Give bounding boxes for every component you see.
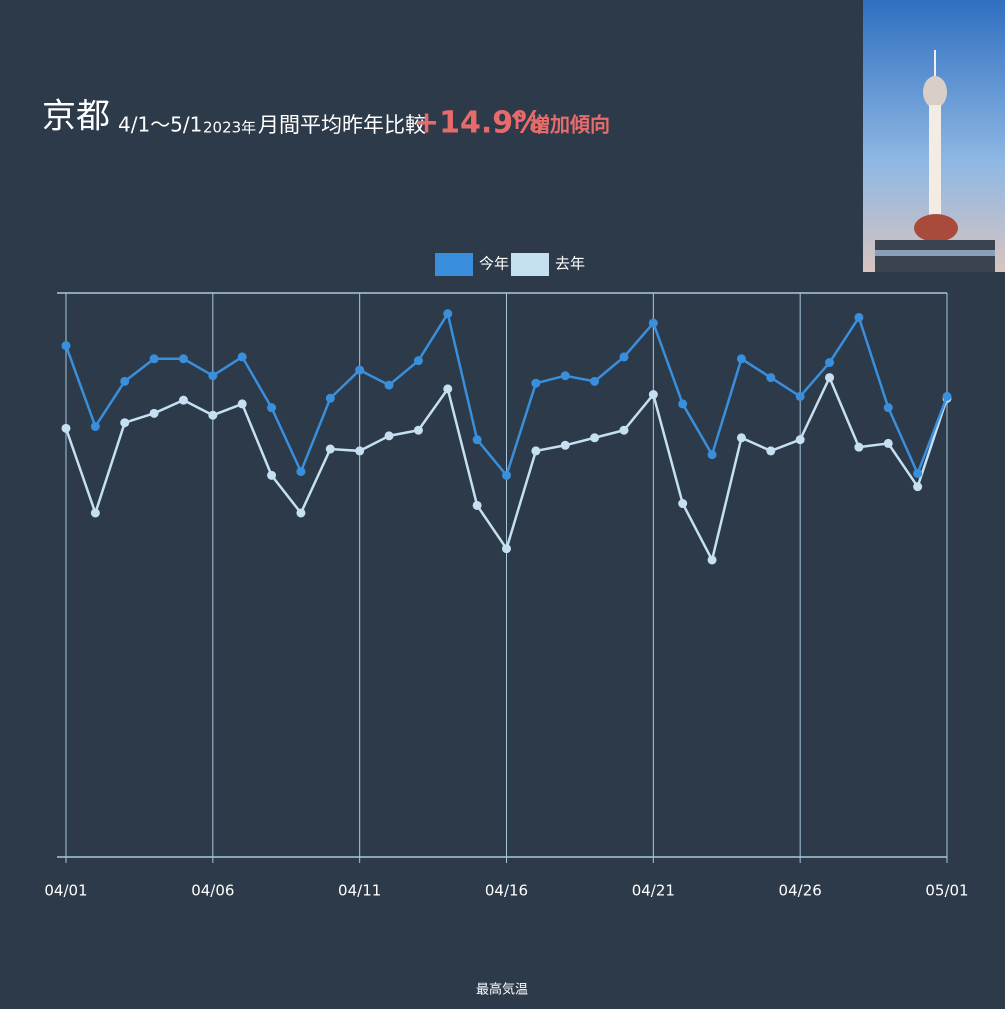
data-point [913,468,923,478]
data-point [355,365,365,375]
data-point [707,450,717,460]
data-point [678,499,688,509]
x-tick-label: 04/16 [485,882,528,900]
data-point [296,508,306,518]
period: 4/1～5/1 [118,113,202,137]
data-point [825,373,835,383]
data-point [149,408,159,418]
data-point [61,423,71,433]
data-point [854,442,864,452]
x-tick-label: 04/11 [338,882,381,900]
tower-photo [863,0,1005,272]
data-point [120,376,130,386]
legend-label: 今年 [479,255,509,273]
data-point [208,371,218,381]
data-point [502,544,511,554]
arrow: ↑ [507,107,527,135]
data-point [590,433,600,443]
data-point [736,354,746,364]
data-point [267,470,277,480]
data-point [795,391,805,401]
data-point [795,435,805,445]
data-point [149,354,159,364]
data-point [854,312,864,322]
data-point [472,435,482,445]
data-point [913,482,923,492]
data-point [766,373,776,383]
data-point [413,356,423,366]
data-point [237,352,247,362]
year: 2023年 [203,119,256,137]
data-point [237,399,247,409]
data-point [883,438,893,448]
data-point [384,380,394,390]
data-point [531,378,541,388]
data-point [825,358,835,368]
legend-swatch [435,253,473,276]
data-point [736,433,746,443]
data-point [325,444,335,454]
data-point [619,352,629,362]
data-point [325,393,335,403]
comparison: 月間平均昨年比較 [258,113,426,137]
x-tick-label: 04/06 [191,882,234,900]
x-tick-label: 04/21 [632,882,675,900]
data-point [619,425,629,435]
data-point [90,421,100,431]
data-point [678,399,688,409]
data-point [90,508,100,518]
x-tick-label: 04/26 [779,882,822,900]
data-point [590,376,600,386]
data-point [531,446,541,456]
data-point [355,446,365,456]
x-axis-title: 最高気温 [476,982,528,998]
data-point [472,500,482,510]
data-point [883,403,893,413]
data-point [178,354,188,364]
data-point [178,395,188,405]
data-point [443,384,453,394]
data-point [560,371,570,381]
change: +14.9% [414,106,543,141]
trend: 増加傾向 [530,113,610,137]
x-tick-label: 05/01 [925,882,968,900]
data-point [413,425,423,435]
data-point [384,431,394,441]
data-point [707,555,717,565]
data-point [296,467,306,477]
data-point [942,391,952,401]
data-point [443,309,453,319]
legend-label: 去年 [555,255,585,273]
city: 京都 [42,97,110,137]
data-point [120,418,130,428]
data-point [648,318,658,328]
data-point [208,410,218,420]
legend-swatch [511,253,549,276]
data-point [267,403,277,413]
data-point [648,390,658,400]
data-point [502,470,511,480]
data-point [560,440,570,450]
x-tick-label: 04/01 [44,882,87,900]
data-point [766,446,776,456]
data-point [61,341,71,351]
